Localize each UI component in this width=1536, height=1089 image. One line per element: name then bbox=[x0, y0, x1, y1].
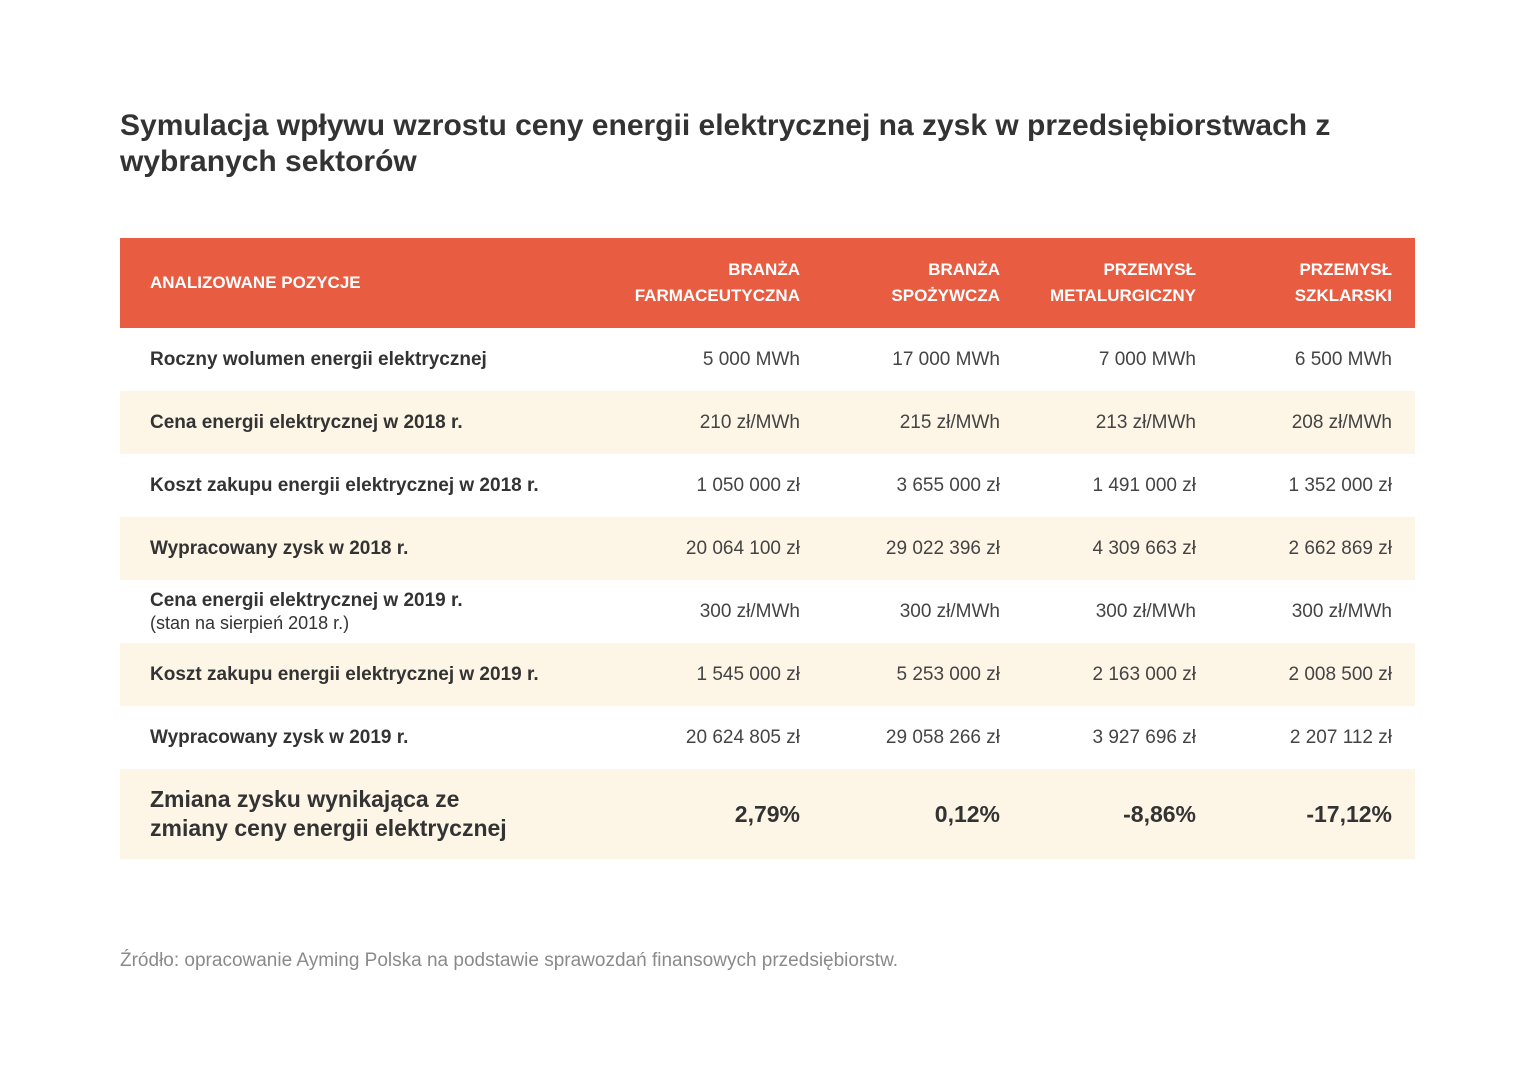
total-cell: -17,12% bbox=[1306, 800, 1392, 827]
row-label-text: Cena energii elektrycznej w 2019 r. bbox=[150, 589, 463, 611]
total-label-line1: Zmiana zysku wynikająca ze bbox=[150, 786, 460, 812]
row-label: Cena energii elektrycznej w 2019 r. (stan… bbox=[120, 580, 610, 643]
column-header: ANALIZOWANE POZYCJE bbox=[120, 238, 610, 328]
row-label-note: (stan na sierpień 2018 r.) bbox=[150, 612, 350, 633]
table-cell: 17 000 MWh bbox=[892, 348, 1000, 370]
table-cell: 300 zł/MWh bbox=[1095, 600, 1196, 622]
row-label: Cena energii elektrycznej w 2018 r. bbox=[120, 391, 610, 454]
table-cell: 3 927 696 zł bbox=[1092, 726, 1196, 748]
table-cell: 5 000 MWh bbox=[702, 348, 800, 370]
row-label-text: Wypracowany zysk w 2018 r. bbox=[150, 538, 409, 559]
row-label-text: Koszt zakupu energii elektrycznej w 2019… bbox=[150, 664, 539, 685]
total-row: Zmiana zysku wynikająca ze zmiany ceny en… bbox=[120, 769, 1415, 859]
row-label: Koszt zakupu energii elektrycznej w 2019… bbox=[120, 643, 610, 706]
row-label: Roczny wolumen energii elektrycznej bbox=[120, 328, 610, 391]
column-header: PRZEMYSŁ METALURGICZNY bbox=[1023, 238, 1219, 328]
table-cell: 300 zł/MWh bbox=[699, 600, 800, 622]
table-row: Cena energii elektrycznej w 2019 r. (stan… bbox=[120, 580, 1415, 643]
row-label: Koszt zakupu energii elektrycznej w 2018… bbox=[120, 454, 610, 517]
data-table: ANALIZOWANE POZYCJE BRANŻA FARMACEUTYCZNA B… bbox=[120, 238, 1415, 859]
table-row: Koszt zakupu energii elektrycznej w 2018… bbox=[120, 454, 1415, 517]
table-cell: 208 zł/MWh bbox=[1291, 411, 1392, 433]
table-cell: 2 163 000 zł bbox=[1092, 663, 1196, 685]
table-cell: 3 655 000 zł bbox=[896, 474, 1000, 496]
column-header: BRANŻA FARMACEUTYCZNA bbox=[610, 238, 823, 328]
page-title: Symulacja wpływu wzrostu ceny energii el… bbox=[120, 109, 1331, 178]
total-cell: 0,12% bbox=[934, 800, 1000, 827]
table-cell: 2 008 500 zł bbox=[1288, 663, 1392, 685]
table-row: Cena energii elektrycznej w 2018 r. 210 z… bbox=[120, 391, 1415, 454]
row-label: Wypracowany zysk w 2019 r. bbox=[120, 706, 610, 769]
column-header-line1: PRZEMYSŁ bbox=[1299, 260, 1392, 279]
table-cell: 20 624 805 zł bbox=[685, 726, 800, 748]
table-cell: 2 662 869 zł bbox=[1288, 537, 1392, 559]
table-row: Roczny wolumen energii elektrycznej 5 000… bbox=[120, 328, 1415, 391]
table-header-row: ANALIZOWANE POZYCJE BRANŻA FARMACEUTYCZNA B… bbox=[120, 238, 1415, 328]
column-header: BRANŻA SPOŻYWCZA bbox=[823, 238, 1023, 328]
row-label-text: Wypracowany zysk w 2019 r. bbox=[150, 727, 409, 748]
table-cell: 213 zł/MWh bbox=[1095, 411, 1196, 433]
total-cell: -8,86% bbox=[1123, 800, 1196, 827]
table-cell: 6 500 MWh bbox=[1294, 348, 1392, 370]
table-cell: 1 050 000 zł bbox=[696, 474, 800, 496]
column-header-line2: SPOŻYWCZA bbox=[891, 286, 1000, 305]
column-header: PRZEMYSŁ SZKLARSKI bbox=[1219, 238, 1415, 328]
column-header-line2: SZKLARSKI bbox=[1294, 286, 1392, 305]
column-header-line2: ANALIZOWANE POZYCJE bbox=[150, 273, 361, 292]
total-cell: 2,79% bbox=[734, 800, 800, 827]
column-header-line1: PRZEMYSŁ bbox=[1103, 260, 1196, 279]
row-label-text: Cena energii elektrycznej w 2018 r. bbox=[150, 412, 463, 433]
table-cell: 2 207 112 zł bbox=[1289, 726, 1392, 748]
table-row: Wypracowany zysk w 2019 r. 20 624 805 zł 2… bbox=[120, 706, 1415, 769]
table-cell: 300 zł/MWh bbox=[1291, 600, 1392, 622]
table-cell: 29 022 396 zł bbox=[885, 537, 1000, 559]
table-cell: 5 253 000 zł bbox=[896, 663, 1000, 685]
row-label: Wypracowany zysk w 2018 r. bbox=[120, 517, 610, 580]
column-header-line2: FARMACEUTYCZNA bbox=[634, 286, 800, 305]
table-row: Wypracowany zysk w 2018 r. 20 064 100 zł 2… bbox=[120, 517, 1415, 580]
total-label: Zmiana zysku wynikająca ze zmiany ceny en… bbox=[120, 769, 610, 859]
column-header-line1: BRANŻA bbox=[728, 260, 800, 279]
table-cell: 215 zł/MWh bbox=[899, 411, 1000, 433]
table-cell: 4 309 663 zł bbox=[1092, 537, 1196, 559]
table-cell: 1 545 000 zł bbox=[696, 663, 800, 685]
column-header-line2: METALURGICZNY bbox=[1049, 286, 1196, 305]
row-label-text: Roczny wolumen energii elektrycznej bbox=[150, 349, 487, 370]
total-label-line2: zmiany ceny energii elektrycznej bbox=[150, 815, 507, 841]
column-header-line1: BRANŻA bbox=[928, 260, 1000, 279]
source-note: Źródło: opracowanie Ayming Polska na pod… bbox=[120, 950, 899, 971]
table-cell: 20 064 100 zł bbox=[685, 537, 800, 559]
table-row: Koszt zakupu energii elektrycznej w 2019… bbox=[120, 643, 1415, 706]
table-cell: 300 zł/MWh bbox=[899, 600, 1000, 622]
table-cell: 29 058 266 zł bbox=[885, 726, 1000, 748]
table-cell: 210 zł/MWh bbox=[699, 411, 800, 433]
table-cell: 1 352 000 zł bbox=[1288, 474, 1392, 496]
table-cell: 7 000 MWh bbox=[1098, 348, 1196, 370]
row-label-text: Koszt zakupu energii elektrycznej w 2018… bbox=[150, 475, 539, 496]
table-cell: 1 491 000 zł bbox=[1092, 474, 1196, 496]
